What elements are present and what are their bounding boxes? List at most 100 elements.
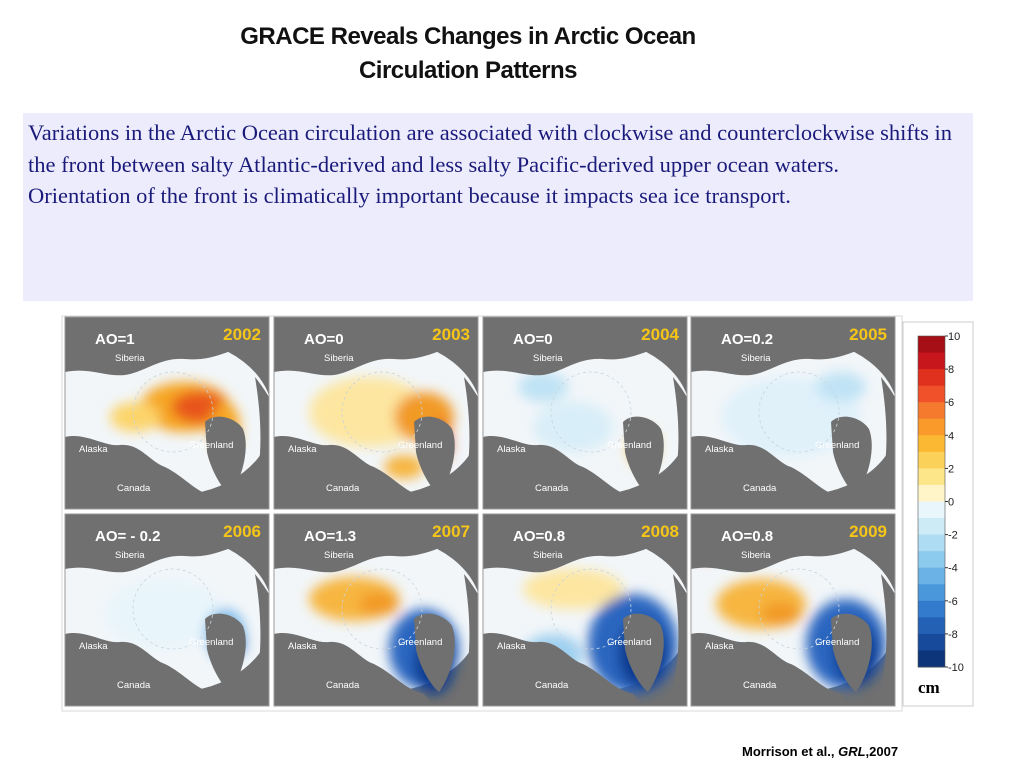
year-label: 2006 xyxy=(223,522,261,541)
land-america xyxy=(274,435,434,509)
place-label: Greenland xyxy=(398,637,442,648)
ao-label: AO=0.8 xyxy=(513,528,565,545)
place-label: Canada xyxy=(535,483,569,494)
title: GRACE Reveals Changes in Arctic Ocean Ci… xyxy=(0,20,936,88)
place-label: Canada xyxy=(743,680,777,691)
place-label: Alaska xyxy=(705,641,734,652)
land-siberia xyxy=(274,317,478,376)
colorbar-band xyxy=(918,352,945,370)
year-label: 2005 xyxy=(849,325,887,344)
place-label: Greenland xyxy=(189,637,233,648)
pole-ring xyxy=(758,568,840,650)
text-box: Variations in the Arctic Ocean circulati… xyxy=(23,113,973,301)
colorbar-band xyxy=(918,501,945,519)
map: AO= - 0.2 2006 Siberia Greenland Alaska Canad… xyxy=(64,513,270,707)
place-label: Greenland xyxy=(815,440,859,451)
place-label: Alaska xyxy=(79,641,108,652)
land-america xyxy=(691,632,851,706)
colorbar-tick-label: -2 xyxy=(948,530,958,542)
ao-label: AO=1.3 xyxy=(304,528,356,545)
map-content xyxy=(65,317,269,509)
colorbar-band xyxy=(918,534,945,552)
citation-authors: Morrison et al., xyxy=(742,744,839,759)
map-content xyxy=(691,514,895,706)
place-label: Alaska xyxy=(288,444,317,455)
land-east xyxy=(668,574,687,706)
place-label: Greenland xyxy=(607,440,651,451)
colorbar-tick-label: 4 xyxy=(948,430,954,442)
anomaly xyxy=(523,569,623,609)
place-label: Greenland xyxy=(189,440,233,451)
land-east xyxy=(459,377,478,509)
title-line: Circulation Patterns xyxy=(358,57,578,84)
map: AO=0.8 2009 Siberia Greenland Alaska Canada xyxy=(690,513,896,707)
colorbar-band xyxy=(918,633,945,651)
anomaly-field xyxy=(721,372,866,457)
land-greenland xyxy=(623,613,664,692)
map-border xyxy=(273,513,479,707)
map-border xyxy=(690,513,896,707)
place-label: Alaska xyxy=(497,641,526,652)
land-east xyxy=(668,377,687,509)
ao-label: AO=1 xyxy=(95,331,135,348)
land-east xyxy=(250,574,269,706)
place-label: Canada xyxy=(535,680,569,691)
land-siberia xyxy=(483,317,687,376)
colorbar-band xyxy=(918,418,945,436)
ao-label: AO=0 xyxy=(513,331,553,348)
anomaly xyxy=(110,402,160,432)
colorbar-band xyxy=(918,551,945,569)
place-label: Canada xyxy=(743,483,777,494)
year-label: 2002 xyxy=(223,325,261,344)
colorbar-band xyxy=(918,336,945,354)
land-greenland xyxy=(205,613,246,692)
map-border xyxy=(273,316,479,510)
place-label: Siberia xyxy=(324,550,354,561)
place-label: Siberia xyxy=(741,550,771,561)
place-label: Siberia xyxy=(115,550,145,561)
map: AO=0 2004 Siberia Greenland Alaska Canada xyxy=(482,316,688,510)
ao-label: AO=0.8 xyxy=(721,528,773,545)
place-label: Canada xyxy=(117,680,151,691)
map: AO=0.8 2008 Siberia Greenland Alaska Canada xyxy=(482,513,688,707)
place-label: Siberia xyxy=(741,353,771,364)
year-label: 2008 xyxy=(641,522,679,541)
place-label: Alaska xyxy=(497,444,526,455)
map: AO=0 2003 Siberia Greenland Alaska Canada xyxy=(273,316,479,510)
place-label: Canada xyxy=(117,483,151,494)
land-siberia xyxy=(274,514,478,573)
year-label: 2007 xyxy=(432,522,470,541)
anomaly xyxy=(533,402,613,452)
place-label: Greenland xyxy=(815,637,859,648)
land-siberia xyxy=(483,514,687,573)
place-label: Canada xyxy=(326,483,360,494)
colorbar-tick-label: 6 xyxy=(948,397,954,409)
anomaly xyxy=(359,592,399,616)
land-siberia xyxy=(65,514,269,573)
map-content xyxy=(65,514,269,706)
citation-year: ,2007 xyxy=(865,744,899,759)
land-east xyxy=(250,377,269,509)
land-america xyxy=(65,632,225,706)
anomaly xyxy=(761,602,801,626)
place-label: Canada xyxy=(326,680,360,691)
land-america xyxy=(483,632,643,706)
place-label: Siberia xyxy=(533,353,563,364)
map: AO=1.3 2007 Siberia Greenland Alaska Canada xyxy=(273,513,479,707)
land-east xyxy=(876,377,895,509)
land-greenland xyxy=(623,416,664,495)
map-border xyxy=(64,316,270,510)
land-east xyxy=(876,574,895,706)
paragraph: Variations in the Arctic Ocean circulati… xyxy=(28,120,953,177)
colorbar-tick-label: 10 xyxy=(948,331,960,343)
anomaly xyxy=(816,372,866,402)
colorbar-tick-label: 0 xyxy=(948,497,954,509)
colorbar-band xyxy=(918,402,945,420)
colorbar-tick-label: -10 xyxy=(948,662,964,674)
anomaly xyxy=(518,372,568,402)
colorbar-band xyxy=(918,584,945,602)
colorbar-band xyxy=(918,567,945,585)
map: AO=0.2 2005 Siberia Greenland Alaska Canada xyxy=(690,316,896,510)
title-line: GRACE Reveals Changes in Arctic Ocean xyxy=(240,23,696,50)
